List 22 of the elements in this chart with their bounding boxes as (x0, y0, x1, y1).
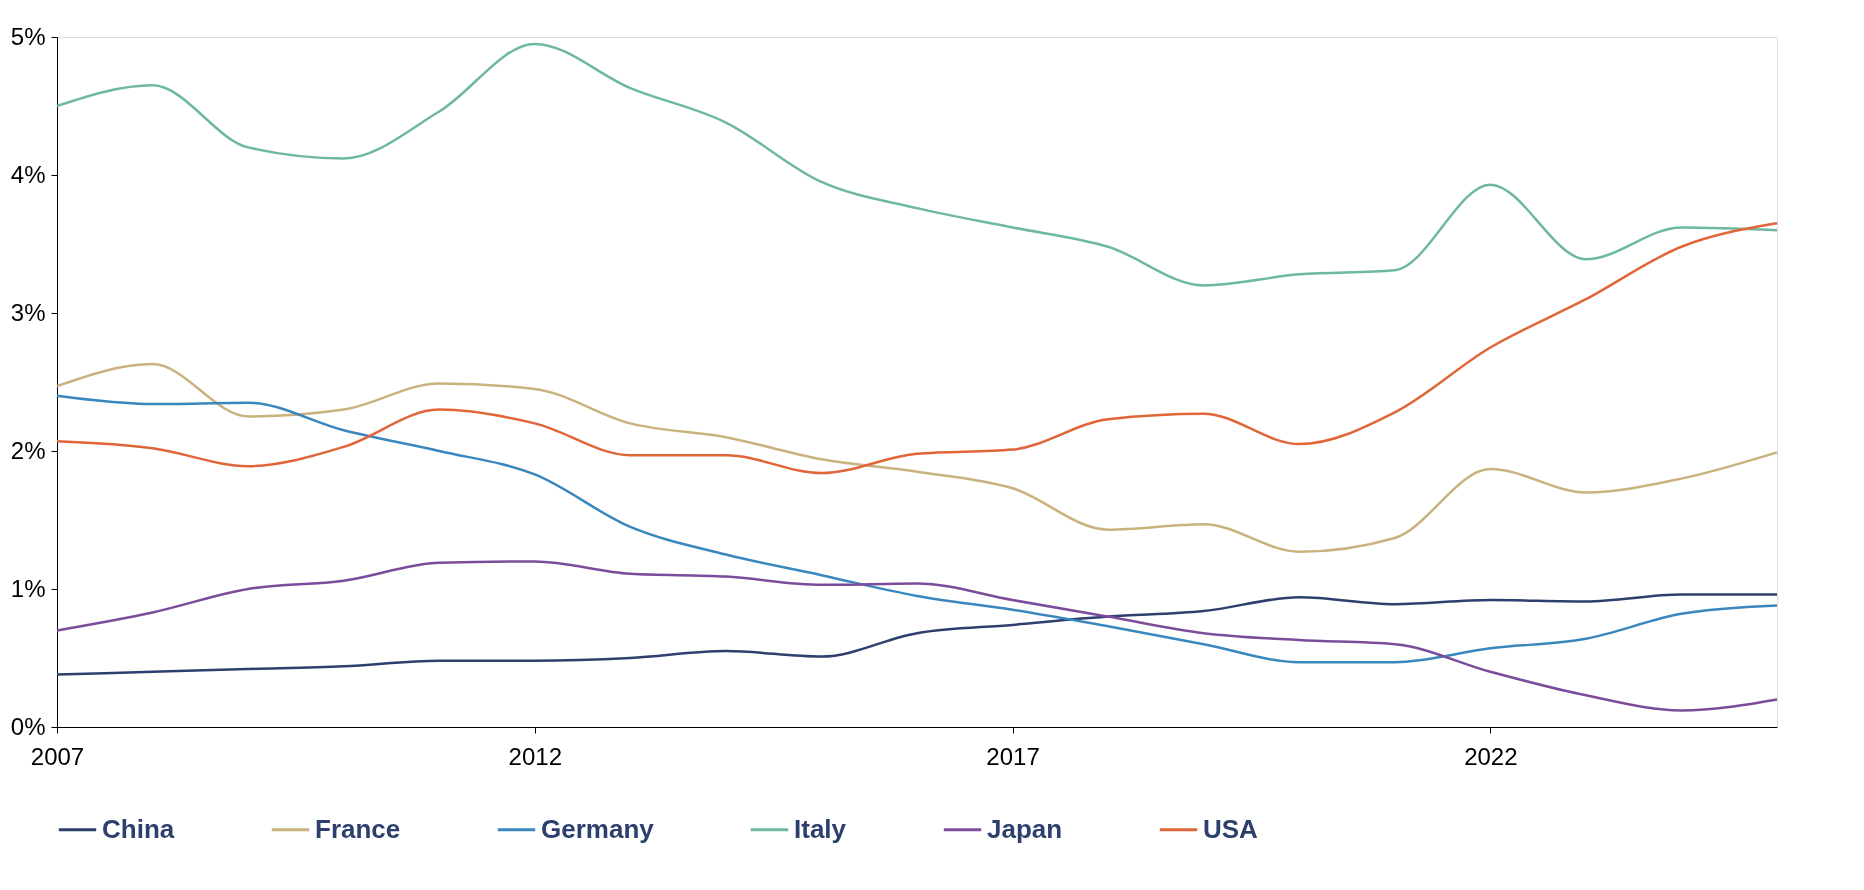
legend-label: France (315, 813, 401, 844)
y-tick-label: 3% (10, 298, 46, 326)
y-tick-label: 2% (10, 436, 46, 464)
legend-label: Italy (794, 813, 847, 844)
y-tick-label: 5% (10, 22, 46, 50)
x-tick-label: 2007 (30, 742, 85, 770)
x-tick-label: 2022 (1464, 742, 1518, 770)
line-series (55, 560, 1779, 712)
line-series (55, 394, 1779, 664)
x-tick-label: 2012 (508, 742, 562, 770)
x-tick-label: 2017 (986, 742, 1040, 770)
legend-label: China (102, 813, 175, 844)
legend-label: Japan (987, 813, 1063, 844)
y-tick-label: 0% (10, 712, 46, 740)
y-tick-label: 4% (10, 160, 46, 188)
line-series (55, 362, 1779, 553)
legend-label: Germany (541, 813, 655, 844)
line-series (55, 222, 1779, 475)
legend-label: USA (1203, 813, 1259, 844)
line-series (55, 593, 1779, 676)
y-tick-label: 1% (10, 574, 46, 602)
line-series (55, 42, 1779, 287)
